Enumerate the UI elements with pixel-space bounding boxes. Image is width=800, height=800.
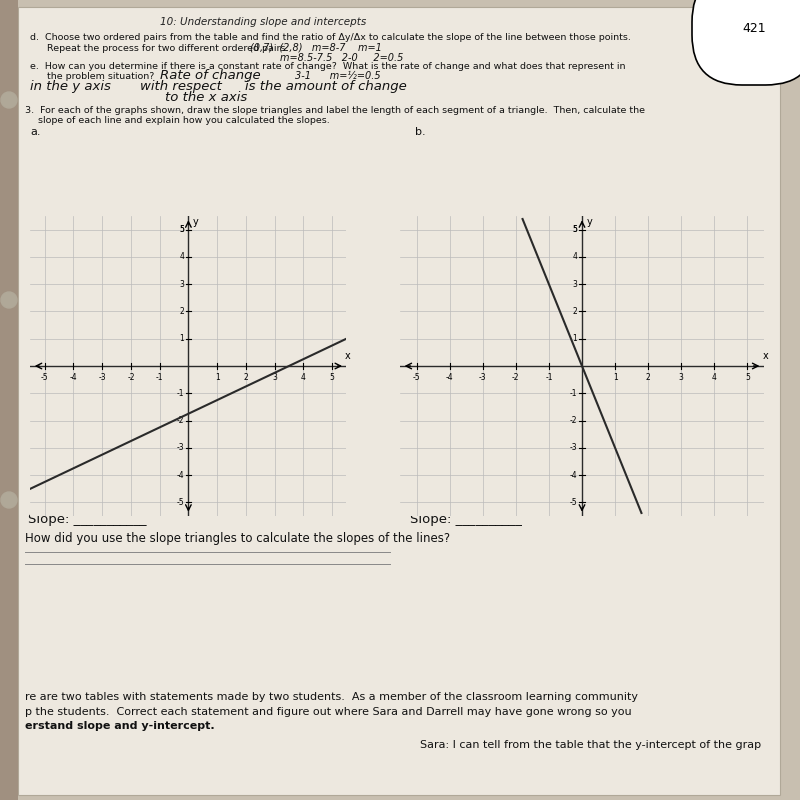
Text: 5: 5	[330, 373, 334, 382]
Text: 2: 2	[243, 373, 248, 382]
Text: (0,7)  (2,8)   m=8-7    m=1: (0,7) (2,8) m=8-7 m=1	[250, 43, 382, 53]
Circle shape	[1, 92, 17, 108]
Text: 3: 3	[179, 280, 184, 289]
Text: is the amount of change: is the amount of change	[245, 80, 406, 93]
Text: Rate of change: Rate of change	[160, 69, 261, 82]
Text: 3.  For each of the graphs shown, draw the slope triangles and label the length : 3. For each of the graphs shown, draw th…	[25, 106, 645, 115]
Text: slope of each line and explain how you calculated the slopes.: slope of each line and explain how you c…	[38, 116, 330, 125]
Text: -1: -1	[570, 389, 577, 398]
Text: the problem situation?: the problem situation?	[47, 72, 154, 81]
Text: 4: 4	[301, 373, 306, 382]
Text: re are two tables with statements made by two students.  As a member of the clas: re are two tables with statements made b…	[25, 692, 638, 702]
Text: -2: -2	[127, 373, 134, 382]
Text: 1: 1	[214, 373, 219, 382]
Circle shape	[1, 492, 17, 508]
Circle shape	[1, 292, 17, 308]
Text: -3: -3	[570, 443, 577, 452]
Text: 1: 1	[613, 373, 618, 382]
FancyBboxPatch shape	[0, 0, 18, 800]
Text: b.: b.	[415, 127, 426, 137]
Text: 10: Understanding slope and intercepts: 10: Understanding slope and intercepts	[160, 17, 366, 27]
Text: 2: 2	[646, 373, 650, 382]
FancyBboxPatch shape	[18, 7, 780, 795]
Text: -2: -2	[177, 416, 184, 425]
Text: erstand slope and y-intercept.: erstand slope and y-intercept.	[25, 721, 214, 731]
Text: Sara: I can tell from the table that the y-intercept of the grap: Sara: I can tell from the table that the…	[420, 740, 761, 750]
Text: -1: -1	[156, 373, 163, 382]
Text: 4: 4	[712, 373, 717, 382]
Text: -2: -2	[512, 373, 519, 382]
Text: -3: -3	[479, 373, 486, 382]
Text: -1: -1	[545, 373, 553, 382]
Text: -4: -4	[570, 470, 577, 479]
Text: p the students.  Correct each statement and figure out where Sara and Darrell ma: p the students. Correct each statement a…	[25, 707, 632, 717]
Text: m=8.5-7.5   2-0     2=0.5: m=8.5-7.5 2-0 2=0.5	[280, 53, 403, 63]
Text: in the y axis: in the y axis	[30, 80, 111, 93]
Text: 3: 3	[272, 373, 277, 382]
Text: x: x	[762, 350, 768, 361]
Text: -4: -4	[177, 470, 184, 479]
Text: -4: -4	[70, 373, 78, 382]
Text: Repeat the process for two different ordered pairs.: Repeat the process for two different ord…	[47, 44, 289, 53]
Text: 4: 4	[572, 253, 577, 262]
Text: -4: -4	[446, 373, 454, 382]
Text: 3: 3	[572, 280, 577, 289]
Text: 5: 5	[572, 225, 577, 234]
Text: with respect: with respect	[140, 80, 222, 93]
Text: to the x axis: to the x axis	[165, 91, 247, 104]
Text: -5: -5	[177, 498, 184, 507]
Text: e.  How can you determine if there is a constant rate of change?  What is the ra: e. How can you determine if there is a c…	[30, 62, 626, 71]
Text: 5: 5	[745, 373, 750, 382]
Text: 5: 5	[179, 225, 184, 234]
Text: y: y	[193, 218, 198, 227]
Text: -3: -3	[98, 373, 106, 382]
Text: a.: a.	[30, 127, 41, 137]
Text: -1: -1	[177, 389, 184, 398]
Text: 421: 421	[742, 22, 766, 35]
Text: 1: 1	[572, 334, 577, 343]
Text: 1: 1	[179, 334, 184, 343]
Text: -3: -3	[177, 443, 184, 452]
Text: 5: 5	[179, 225, 184, 234]
Text: 2: 2	[572, 307, 577, 316]
Text: How did you use the slope triangles to calculate the slopes of the lines?: How did you use the slope triangles to c…	[25, 532, 450, 545]
Text: -5: -5	[41, 373, 49, 382]
Text: 5: 5	[572, 225, 577, 234]
Text: -5: -5	[570, 498, 577, 507]
Text: -2: -2	[570, 416, 577, 425]
Text: 3-1      m=½=0.5: 3-1 m=½=0.5	[295, 71, 381, 81]
Text: x: x	[345, 350, 350, 361]
Text: 2: 2	[179, 307, 184, 316]
Text: 3: 3	[679, 373, 684, 382]
Text: 4: 4	[179, 253, 184, 262]
Text: d.  Choose two ordered pairs from the table and find the ratio of Δy/Δx to calcu: d. Choose two ordered pairs from the tab…	[30, 33, 631, 42]
Text: -5: -5	[413, 373, 420, 382]
Text: y: y	[587, 218, 593, 227]
Text: Slope: __________: Slope: __________	[410, 513, 522, 526]
Text: Slope: ___________: Slope: ___________	[28, 513, 146, 526]
